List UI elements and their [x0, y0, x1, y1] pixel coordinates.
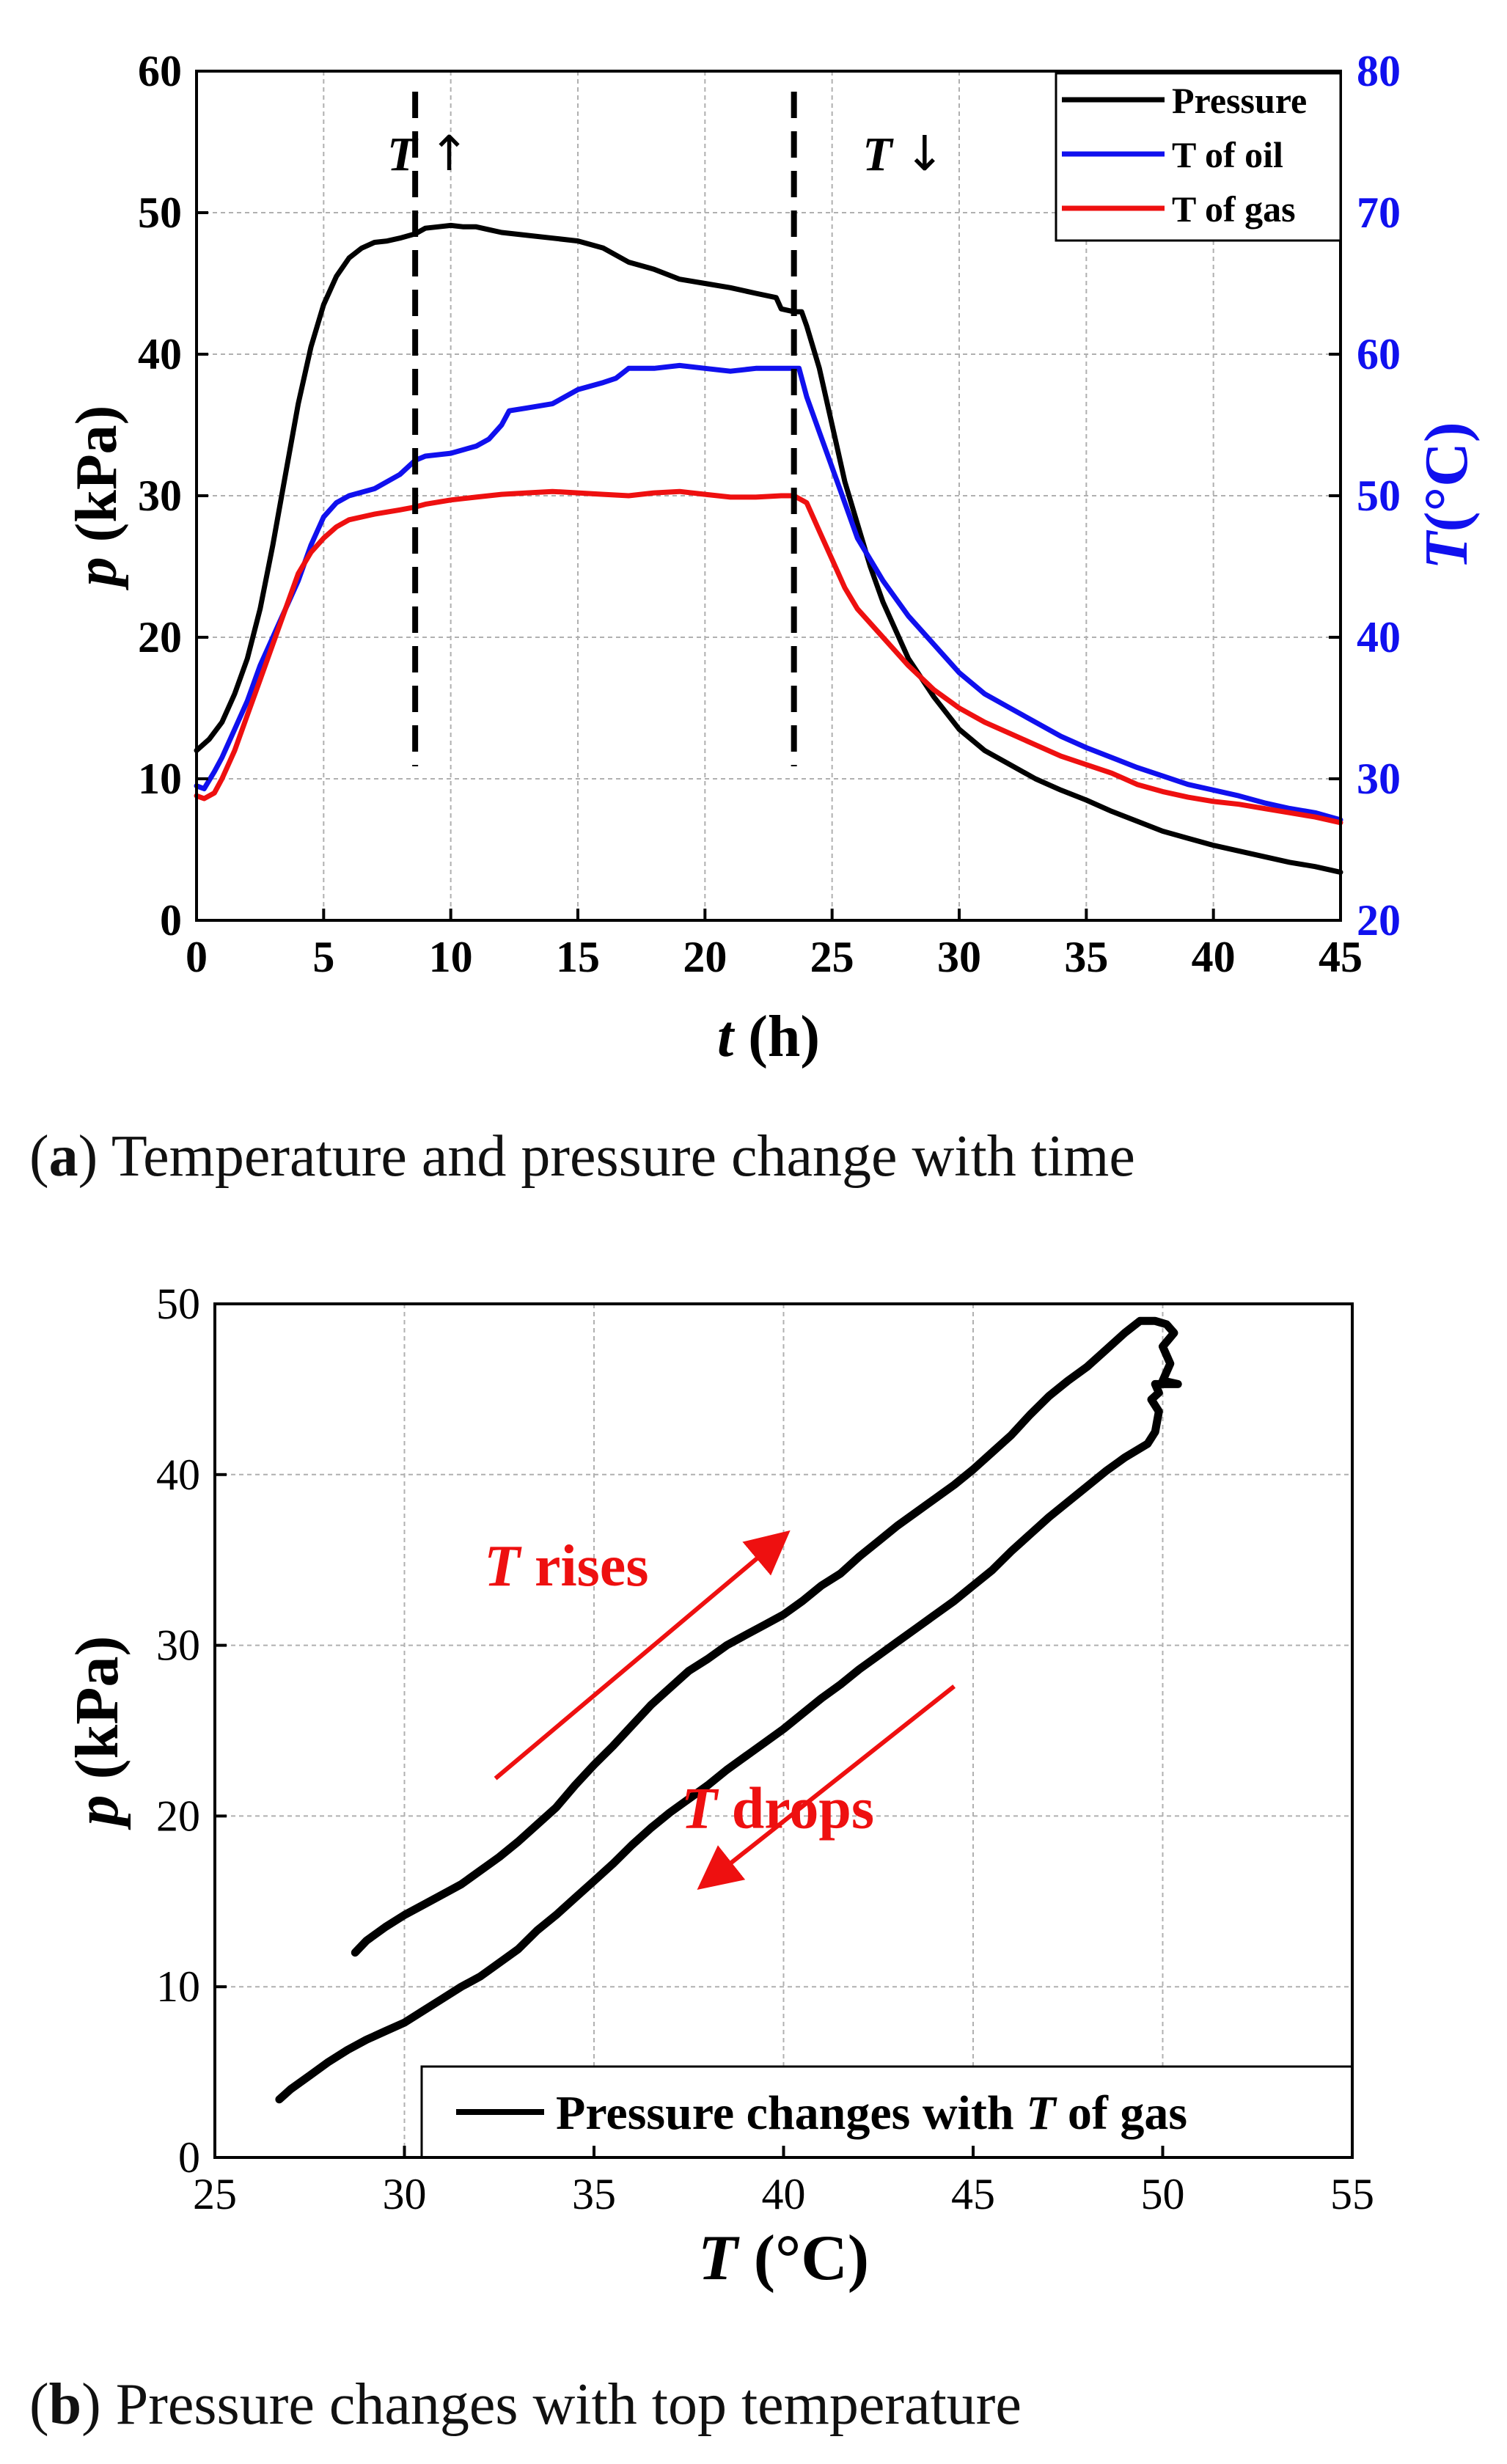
legend-label: Pressure changes with T of gas: [556, 2086, 1187, 2140]
y-axis-label-right: T(°C): [1412, 422, 1481, 570]
x-tick-label: 20: [683, 933, 727, 981]
x-tick-label: 30: [383, 2170, 427, 2218]
caption-b-label: b: [48, 2372, 82, 2437]
y-tick-label-left: 30: [138, 472, 182, 520]
chart-a: T ↑ T ↓ 0 5 10 15 20 25 30 35 40 45 0 10 20 30 40 50 60 20 3…: [65, 47, 1481, 1069]
y-tick-label-right: 80: [1357, 47, 1401, 95]
legend-label: T of oil: [1172, 134, 1283, 175]
y-tick-label: 40: [156, 1451, 200, 1499]
caption-a-label: a: [48, 1124, 78, 1189]
y-tick-label: 20: [156, 1792, 200, 1840]
x-tick-label: 5: [312, 933, 334, 981]
x-tick-label: 0: [186, 933, 208, 981]
y-tick-label-right: 70: [1357, 188, 1401, 237]
x-tick-label: 55: [1330, 2170, 1374, 2218]
x-tick-label: 30: [937, 933, 981, 981]
series-line-pressure: [194, 222, 1343, 875]
annotation-arrow-1: [697, 1684, 956, 1890]
y-tick-label-right: 60: [1357, 330, 1401, 378]
annotation-1: T drops: [681, 1777, 874, 1841]
y-tick-label-left: 0: [160, 896, 182, 945]
series-line-t-of-gas: [194, 488, 1343, 826]
y-tick-label-right: 20: [1357, 896, 1401, 945]
legend-label: Pressure: [1172, 80, 1307, 121]
y-tick-label-left: 10: [138, 755, 182, 803]
x-tick-label: 10: [429, 933, 473, 981]
legend-label: T of gas: [1172, 188, 1296, 230]
y-tick-label: 50: [156, 1280, 200, 1328]
x-tick-label: 15: [556, 933, 600, 981]
x-tick-label: 35: [572, 2170, 616, 2218]
y-tick-label: 30: [156, 1621, 200, 1670]
legend: Pressure changes with T of gas: [420, 2065, 1354, 2159]
annotation-1: T ↓: [862, 125, 945, 182]
y-axis-label-left: p (kPa): [65, 406, 129, 591]
x-tick-label: 45: [1319, 933, 1363, 981]
x-axis-label: t (h): [717, 1005, 820, 1069]
caption-b-text: Pressure changes with top temperature: [115, 2372, 1022, 2437]
y-tick-label-left: 60: [138, 47, 182, 95]
x-tick-label: 50: [1141, 2170, 1185, 2218]
y-tick-label-right: 30: [1357, 755, 1401, 803]
y-axis-label: p (kPa): [63, 1636, 131, 1830]
x-tick-label: 25: [193, 2170, 237, 2218]
series-line-pressure-vs-t: [275, 1316, 1182, 2104]
y-tick-label: 10: [156, 1962, 200, 2011]
x-tick-label: 40: [1192, 933, 1236, 981]
annotation-0: T rises: [484, 1534, 648, 1599]
x-tick-label: 35: [1064, 933, 1108, 981]
caption-a-text: Temperature and pressure change with tim…: [111, 1124, 1135, 1189]
chart-b: T rises T drops Pressure changes with T of…: [63, 1280, 1374, 2294]
series-line-t-of-oil: [194, 362, 1343, 823]
caption-b: (b) Pressure changes with top temperatur…: [29, 2372, 1022, 2437]
legend: Pressure T of oil T of gas: [1055, 72, 1342, 242]
y-tick-label-right: 40: [1357, 613, 1401, 661]
y-tick-label-left: 20: [138, 613, 182, 661]
x-tick-label: 25: [810, 933, 854, 981]
y-tick-label-right: 50: [1357, 472, 1401, 520]
y-tick-label-left: 50: [138, 188, 182, 237]
x-axis-label: T (°C): [698, 2223, 869, 2294]
x-tick-label: 45: [951, 2170, 995, 2218]
caption-a: (a) Temperature and pressure change with…: [29, 1124, 1135, 1189]
y-tick-label: 0: [178, 2133, 200, 2182]
y-tick-label-left: 40: [138, 330, 182, 378]
annotation-arrow-0: [494, 1530, 791, 1781]
annotation-0: T ↑: [387, 125, 469, 182]
x-tick-label: 40: [762, 2170, 806, 2218]
